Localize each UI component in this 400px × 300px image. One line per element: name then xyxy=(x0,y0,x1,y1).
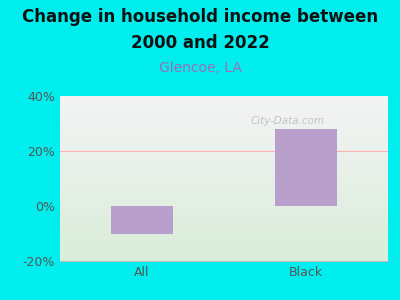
Bar xyxy=(275,129,337,206)
Text: Change in household income between: Change in household income between xyxy=(22,8,378,26)
Text: Glencoe, LA: Glencoe, LA xyxy=(158,61,242,76)
Bar xyxy=(111,206,173,233)
Text: 2000 and 2022: 2000 and 2022 xyxy=(131,34,269,52)
Text: City-Data.com: City-Data.com xyxy=(250,116,324,126)
